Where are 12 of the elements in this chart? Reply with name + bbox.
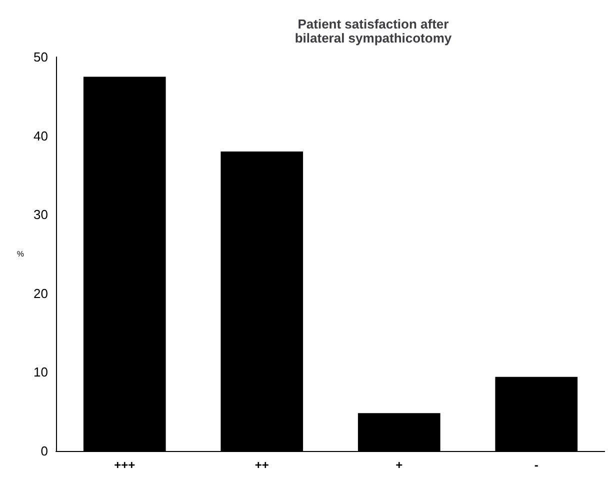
y-tick-label: 40 — [34, 128, 48, 144]
x-tick-label: - — [534, 458, 538, 472]
y-tick-label: 20 — [34, 286, 48, 301]
y-axis-title: % — [16, 250, 24, 258]
x-tick-label: + — [396, 458, 403, 472]
y-tick-label: 30 — [34, 207, 48, 222]
y-tick-label: 50 — [34, 50, 48, 64]
y-tick-label: 10 — [34, 364, 48, 380]
y-tick-label: 0 — [40, 444, 48, 458]
x-tick-label: +++ — [114, 458, 136, 472]
chart-title: Patient satisfaction after bilateral sympathicotomy — [294, 16, 452, 46]
x-tick-label: ++ — [254, 458, 269, 472]
